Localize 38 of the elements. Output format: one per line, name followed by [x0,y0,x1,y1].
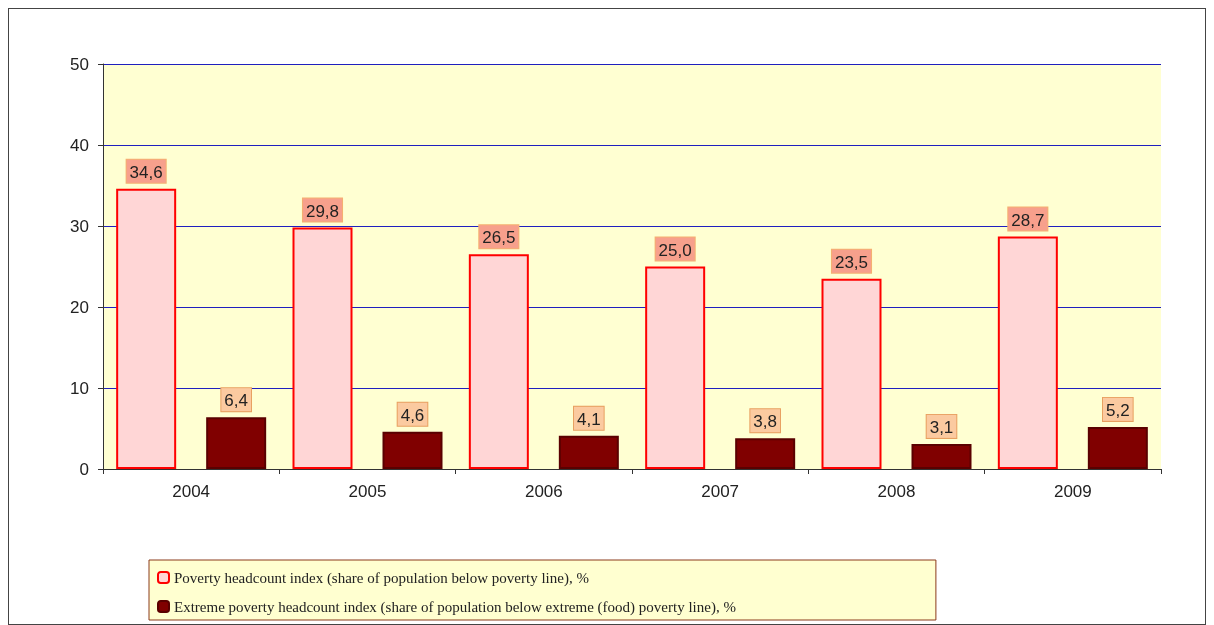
bar [997,236,1058,469]
data-label: 3,1 [929,417,954,437]
y-tick-label: 30 [70,216,89,236]
y-tick-label: 0 [79,459,89,479]
y-tick-label: 40 [70,135,89,155]
bar [821,278,882,469]
y-tick-label: 50 [70,54,89,74]
x-tick-label: 2009 [1053,482,1092,501]
x-tick-label: 2006 [524,482,563,501]
bar [1087,426,1148,469]
data-label: 29,8 [305,201,340,221]
bar [116,188,177,469]
data-label: 26,5 [482,228,516,248]
legend-label: Poverty headcount index (share of population below poverty line), % [174,569,589,587]
bar [645,266,706,469]
x-tick-label: 2005 [348,482,387,501]
data-label: 4,1 [577,409,601,429]
bar [382,431,443,469]
data-label: 6,4 [224,391,248,411]
bar [911,443,972,469]
x-tick-label: 2008 [877,482,916,501]
data-label: 28,7 [1011,210,1045,230]
legend-label: Extreme poverty headcount index (share of population below extreme (food) poverty line), % [174,598,736,616]
y-tick-label: 10 [70,378,89,398]
x-tick-label: 2004 [172,482,211,501]
bar [735,438,796,469]
bar [468,254,529,469]
bar [206,417,267,469]
data-label: 25,0 [658,240,692,260]
data-label: 34,6 [129,162,163,182]
bar [558,435,619,469]
x-tick-label: 2007 [701,482,740,501]
data-label: 5,2 [1106,400,1130,420]
data-label: 4,6 [400,405,425,425]
data-label: 23,5 [834,252,869,272]
y-tick-label: 20 [70,297,89,317]
data-label: 3,8 [753,412,777,432]
bar [292,227,353,469]
